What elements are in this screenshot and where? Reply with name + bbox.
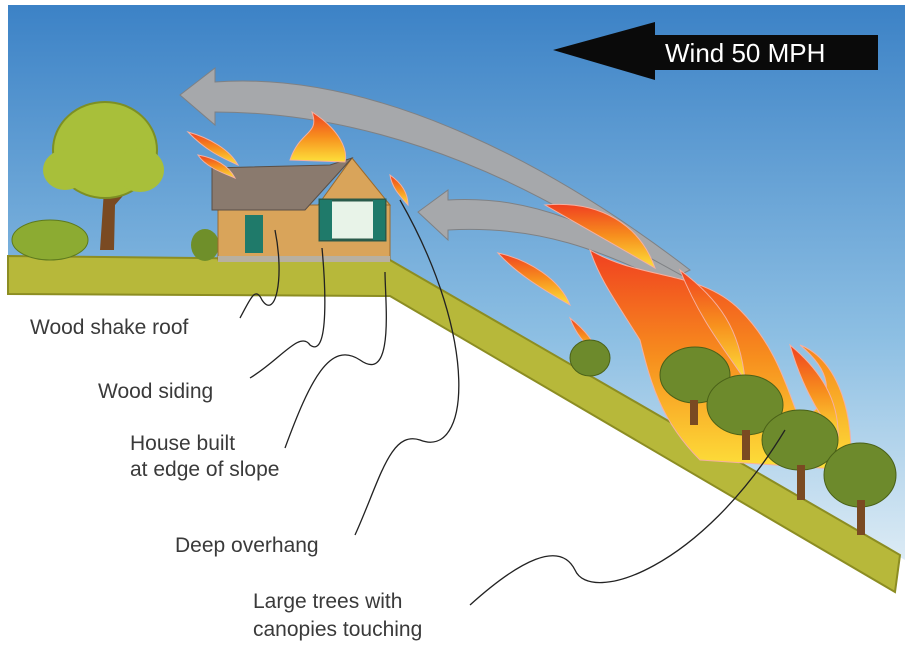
shrub (12, 220, 88, 260)
shrub (191, 229, 219, 261)
scene: Wind 50 MPH Wood shake roof Wood siding … (8, 5, 905, 641)
label: Wood siding (98, 380, 213, 403)
wind-label: Wind 50 MPH (665, 38, 825, 68)
diagram: Wind 50 MPH Wood shake roof Wood siding … (0, 0, 910, 663)
label: at edge of slope (130, 458, 279, 481)
house (212, 158, 390, 262)
label: Large trees with (253, 590, 402, 613)
label: House built (130, 432, 235, 455)
label: canopies touching (253, 618, 422, 641)
label: Wood shake roof (30, 316, 189, 339)
label: Deep overhang (175, 534, 319, 557)
